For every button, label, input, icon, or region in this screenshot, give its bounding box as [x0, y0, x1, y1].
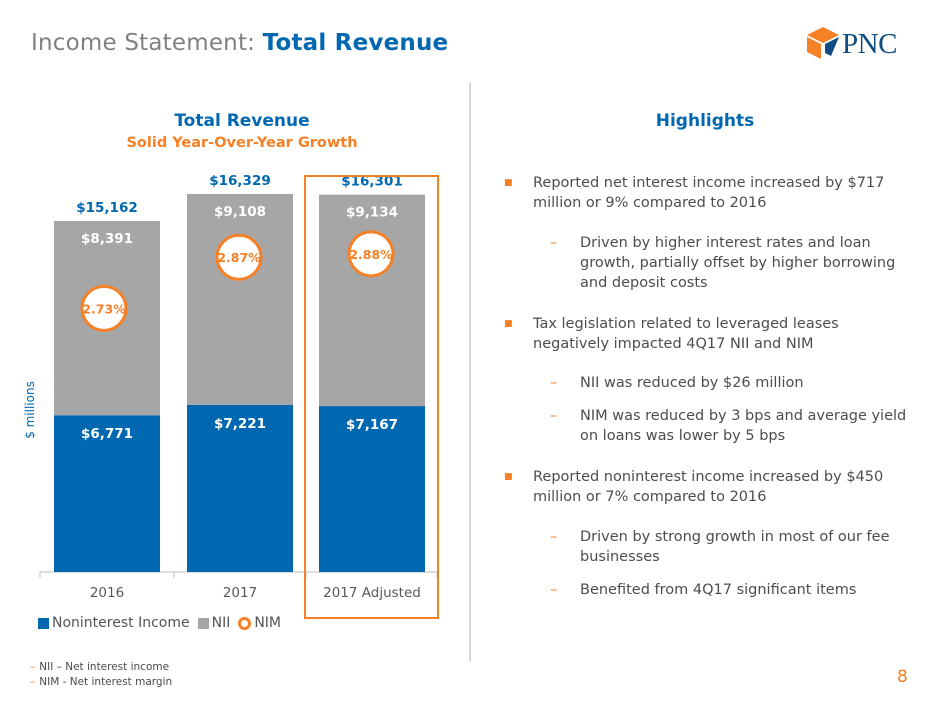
legend-label-nii: NII: [211, 615, 231, 631]
pnc-logo-icon: [807, 27, 839, 59]
chart-title: Total Revenue: [174, 111, 310, 131]
highlight-bullet: ■ Reported noninterest income increased …: [504, 467, 913, 507]
x-tick-label: 2017 Adjusted: [323, 585, 421, 601]
page-title-prefix: Income Statement:: [31, 30, 256, 56]
x-tick-label: 2017: [223, 585, 257, 601]
section-divider: [469, 82, 471, 662]
page-title: Income Statement: Total Revenue: [31, 30, 448, 56]
bar-nii: [319, 194, 425, 407]
nim-marker: [347, 230, 395, 278]
highlight-sub-bullet: – Driven by higher interest rates and lo…: [550, 233, 910, 293]
footnote-item: – NII – Net interest income: [30, 661, 170, 673]
dash-icon: –: [550, 582, 558, 598]
data-label-noninterest-income: $7,167: [346, 417, 398, 433]
bar-noninterest-income: [319, 406, 425, 572]
highlight-sub-bullet: – Benefited from 4Q17 significant items: [550, 580, 910, 600]
highlight-text: NIM was reduced by 3 bps and average yie…: [580, 408, 907, 444]
footnote-text: NII – Net interest income: [39, 661, 170, 673]
highlight-sub-bullet: – Driven by strong growth in most of our…: [550, 527, 910, 567]
x-tick-label: 2016: [90, 585, 124, 601]
highlight-text: Reported noninterest income increased by…: [533, 469, 884, 505]
footnotes: – NII – Net interest income – NIM - Net in…: [30, 660, 172, 690]
highlight-text: Reported net interest income increased b…: [533, 175, 885, 211]
revenue-chart: $ millions $6,771 $8,391 $15,162 2.73% 2016 $7…: [23, 173, 439, 619]
highlight-text: Tax legislation related to leveraged lea…: [533, 316, 839, 352]
highlight-text: Benefited from 4Q17 significant items: [580, 582, 857, 598]
nim-marker: [215, 233, 263, 281]
bar-noninterest-income: [187, 404, 293, 572]
legend-swatch-noninterest-income: [38, 617, 49, 629]
data-label-total: $16,329: [209, 173, 271, 189]
dash-icon: –: [550, 235, 558, 251]
legend-label-nim: NIM: [254, 615, 282, 631]
bullet-square-icon: ■: [504, 472, 513, 482]
bullet-square-icon: ■: [504, 178, 513, 188]
highlight-sub-bullet: – NII was reduced by $26 million: [550, 373, 910, 393]
data-label-nii: $8,391: [81, 231, 133, 247]
legend-marker-nim: [238, 616, 252, 630]
dash-icon: –: [550, 408, 558, 424]
data-label-nim: 2.87%: [217, 250, 261, 265]
highlight-bullet: ■ Reported net interest income increased…: [504, 173, 913, 213]
data-label-nii: $9,134: [346, 205, 398, 221]
highlight-box: [304, 175, 439, 619]
highlights-title: Highlights: [655, 111, 755, 131]
data-label-nii: $9,108: [214, 204, 266, 220]
highlight-text: Driven by strong growth in most of our f…: [580, 529, 890, 565]
data-label-nim: 2.88%: [349, 247, 393, 262]
data-label-nim: 2.73%: [82, 301, 126, 316]
data-label-total: $15,162: [76, 200, 138, 216]
legend-label-noninterest-income: Noninterest Income: [52, 615, 190, 631]
highlight-sub-bullet: – NIM was reduced by 3 bps and average y…: [550, 406, 910, 446]
data-label-noninterest-income: $6,771: [81, 426, 133, 442]
dash-icon: –: [550, 375, 558, 391]
bar-noninterest-income: [54, 415, 160, 572]
data-label-total: $16,301: [341, 174, 403, 190]
highlight-bullet: ■ Tax legislation related to leveraged l…: [504, 314, 913, 354]
page-number: 8: [897, 667, 908, 687]
chart-subtitle: Solid Year-Over-Year Growth: [126, 135, 358, 151]
data-label-noninterest-income: $7,221: [214, 416, 266, 432]
page-title-main: Total Revenue: [262, 30, 449, 56]
bar-nii: [187, 193, 293, 405]
chart-legend: Noninterest Income NII NIM: [38, 615, 281, 631]
pnc-logo: PNC: [806, 26, 910, 62]
bullet-square-icon: ■: [504, 319, 513, 329]
y-axis-label: $ millions: [23, 381, 37, 439]
footnote-item: – NIM - Net interest margin: [30, 676, 173, 688]
highlight-text: Driven by higher interest rates and loan…: [580, 235, 896, 291]
pnc-logo-text: PNC: [842, 28, 897, 60]
nim-marker: [80, 284, 128, 332]
dash-icon: –: [550, 529, 558, 545]
legend-swatch-nii: [197, 617, 209, 629]
footnote-text: NIM - Net interest margin: [39, 676, 173, 688]
highlight-text: NII was reduced by $26 million: [580, 375, 804, 391]
